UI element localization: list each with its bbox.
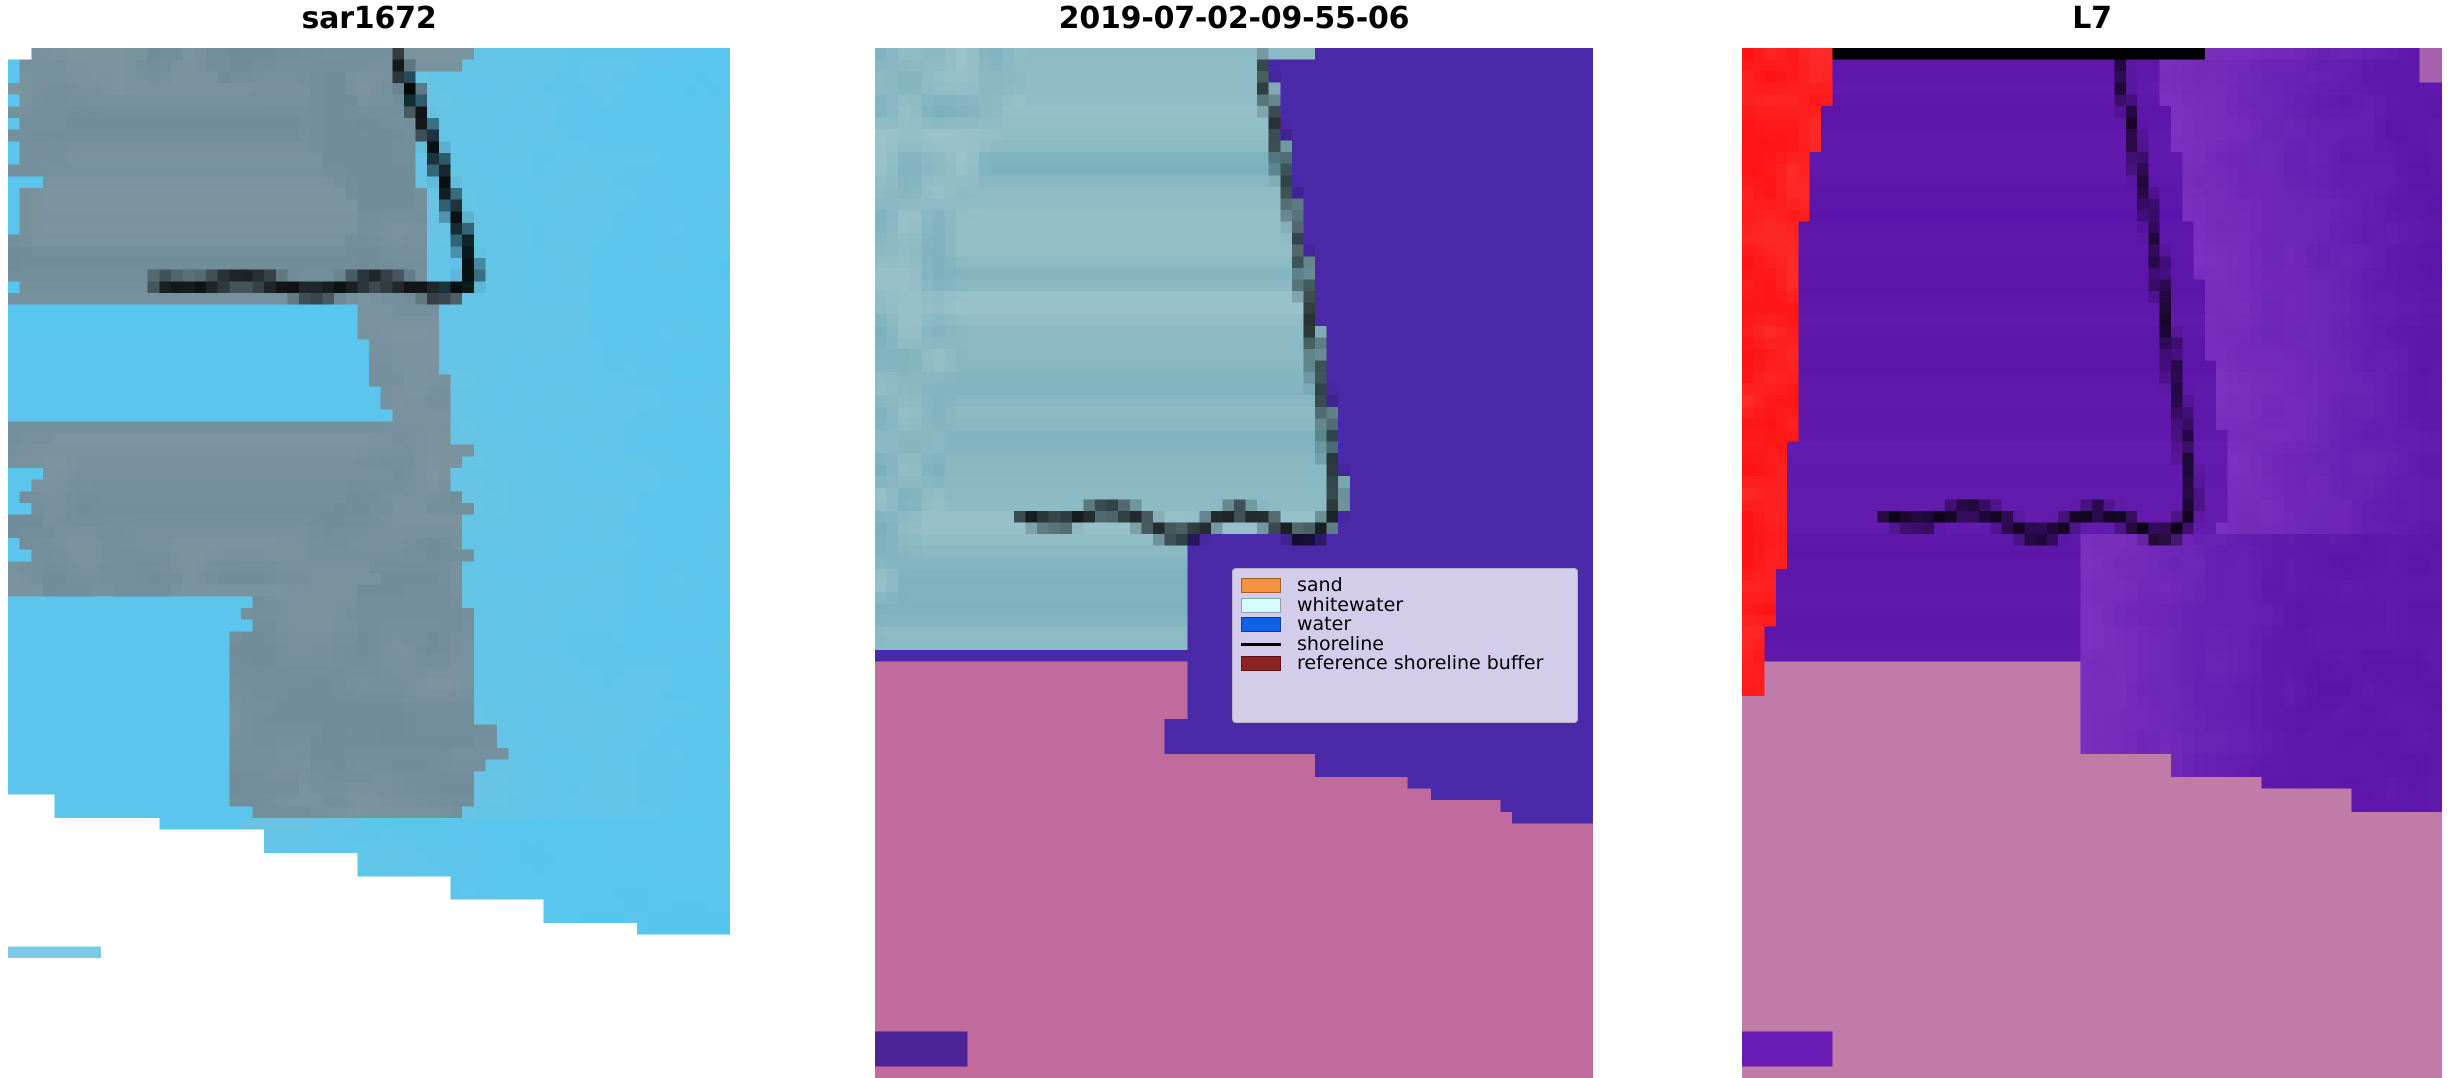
legend-swatch-whitewater <box>1241 597 1281 613</box>
panel-title-sar1672: sar1672 <box>301 1 437 36</box>
legend-swatch-sand <box>1241 578 1281 594</box>
legend-item: reference shoreline buffer <box>1241 654 1567 674</box>
panel-title-date: 2019-07-02-09-55-06 <box>1058 1 1410 36</box>
panel-date-overlay: 2019-07-02-09-55-06 <box>875 0 1593 1078</box>
raster-l7 <box>1742 48 2442 1078</box>
legend-swatch-reference-shoreline-buffer <box>1241 656 1281 672</box>
panel-l7: L7 <box>1742 0 2442 1078</box>
panel-title-l7: L7 <box>2072 1 2112 36</box>
legend-label-reference-shoreline-buffer: reference shoreline buffer <box>1297 652 1544 675</box>
axes-date-overlay <box>875 48 1593 1078</box>
legend-item: whitewater <box>1241 593 1567 616</box>
legend-item: shoreline <box>1241 632 1567 655</box>
legend: sand whitewater water shoreline referenc… <box>1232 568 1578 723</box>
legend-swatch-shoreline <box>1241 642 1281 646</box>
raster-date-overlay <box>875 48 1593 1078</box>
legend-swatch-water <box>1241 617 1281 633</box>
axes-sar1672 <box>8 48 730 958</box>
legend-item: water <box>1241 615 1567 635</box>
axes-l7 <box>1742 48 2442 1078</box>
panel-sar1672: sar1672 <box>8 0 730 1076</box>
legend-item: sand <box>1241 576 1567 596</box>
legend-label-water: water <box>1297 613 1352 636</box>
raster-sar1672 <box>8 48 730 958</box>
legend-label-whitewater: whitewater <box>1297 593 1404 616</box>
legend-label-sand: sand <box>1297 574 1343 597</box>
legend-label-shoreline: shoreline <box>1297 632 1384 655</box>
